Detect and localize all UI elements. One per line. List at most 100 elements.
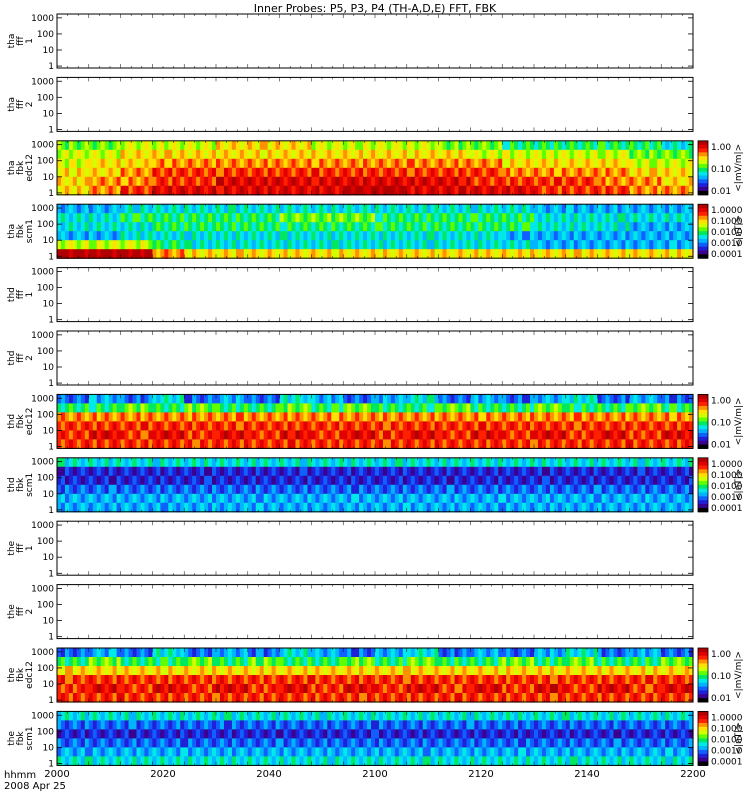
spectrogram-cell [645, 412, 650, 422]
spectrogram-cell [188, 484, 193, 495]
spectrogram-cell [573, 457, 579, 468]
colorbar-swatch [698, 208, 708, 213]
spectrogram-cell [585, 421, 591, 431]
spectrogram-cell [482, 439, 487, 449]
spectrogram-cell [649, 421, 654, 431]
spectrogram-cell [331, 502, 336, 513]
spectrogram-cell [363, 502, 368, 513]
spectrogram-cell [681, 149, 686, 160]
spectrogram-cell [466, 421, 472, 431]
spectrogram-cell [629, 457, 634, 468]
spectrogram-cell [410, 457, 416, 468]
spectrogram-cell [474, 421, 479, 431]
spectrogram-cell [343, 167, 348, 178]
spectrogram-cell [438, 213, 444, 223]
spectrogram-cell [514, 394, 519, 404]
spectrogram-cell [192, 421, 197, 431]
spectrogram-cell [112, 213, 118, 223]
spectrogram-cell [549, 222, 555, 232]
spectrogram-cell [255, 158, 261, 169]
spectrogram-cell [541, 249, 547, 259]
spectrogram-cell [367, 493, 372, 504]
spectrogram-cell [192, 213, 197, 223]
spectrogram-cell [128, 439, 134, 449]
spectrogram-cell [176, 222, 181, 232]
colorbar-swatch [698, 402, 708, 407]
spectrogram-cell [561, 149, 567, 160]
spectrogram-cell [414, 222, 420, 232]
spectrogram-cell [104, 176, 110, 187]
spectrogram-cell [657, 493, 662, 504]
spectrogram-cell [283, 222, 289, 232]
spectrogram-cell [490, 466, 495, 477]
spectrogram-cell [208, 502, 213, 513]
spectrogram-cell [291, 412, 297, 422]
spectrogram-cell [184, 403, 189, 413]
spectrogram-cell [192, 149, 197, 160]
spectrogram-cell [319, 167, 324, 178]
spectrogram-cell [355, 466, 360, 477]
spectrogram-cell [565, 167, 571, 178]
spectrogram-cell [561, 466, 567, 477]
spectrogram-cell [343, 176, 348, 187]
spectrogram-cell [219, 167, 225, 178]
spectrogram-cell [212, 457, 217, 468]
spectrogram-cell [589, 466, 595, 477]
spectrogram-cell [212, 412, 217, 422]
spectrogram-cell [545, 439, 551, 449]
spectrogram-cell [343, 185, 348, 196]
spectrogram-cell [681, 421, 686, 431]
spectrogram-cell [315, 394, 320, 404]
spectrogram-cell [502, 394, 507, 404]
spectrogram-cell [402, 394, 408, 404]
spectrogram-cell [506, 240, 511, 250]
spectrogram-cell [557, 249, 563, 259]
spectrogram-cell [279, 421, 285, 431]
spectrogram-cell [323, 493, 328, 504]
spectrogram-cell [685, 502, 690, 513]
spectrogram-cell [259, 502, 265, 513]
spectrogram-cell [446, 240, 452, 250]
spectrogram-cell [553, 466, 559, 477]
spectrogram-cell [549, 176, 555, 187]
spectrogram-cell [347, 475, 352, 486]
spectrogram-cell [299, 240, 305, 250]
spectrogram-cell [156, 457, 161, 468]
spectrogram-cell [665, 412, 670, 422]
spectrogram-cell [522, 222, 527, 232]
spectrogram-cell [216, 439, 221, 449]
spectrogram-cell [275, 466, 281, 477]
spectrogram-cell [323, 167, 328, 178]
spectrogram-cell [553, 430, 559, 440]
spectrogram-cell [204, 439, 209, 449]
spectrogram-cell [470, 394, 475, 404]
spectrogram-cell [275, 493, 281, 504]
spectrogram-cell [414, 412, 420, 422]
spectrogram-cell [267, 149, 273, 160]
spectrogram-cell [450, 185, 456, 196]
spectrogram-cell [192, 394, 197, 404]
spectrogram-cell [490, 140, 495, 151]
spectrogram-cell [367, 466, 372, 477]
spectrogram-cell [430, 430, 436, 440]
spectrogram-cell [561, 176, 567, 187]
spectrogram-cell [212, 176, 217, 187]
spectrogram-cell [92, 421, 98, 431]
spectrogram-cell [565, 412, 571, 422]
spectrogram-cell [291, 475, 297, 486]
spectrogram-cell [160, 403, 165, 413]
spectrogram-cell [219, 502, 225, 513]
spectrogram-cell [689, 240, 694, 250]
spectrogram-cell [243, 185, 249, 196]
spectrogram-cell [57, 412, 62, 422]
spectrogram-cell [673, 466, 678, 477]
spectrogram-cell [549, 204, 555, 214]
spectrogram-cell [434, 502, 440, 513]
spectrogram-cell [164, 412, 169, 422]
spectrogram-cell [88, 140, 94, 151]
spectrogram-cell [188, 204, 193, 214]
spectrogram-cell [510, 439, 515, 449]
spectrogram-cell [311, 403, 316, 413]
spectrogram-cell [216, 484, 221, 495]
